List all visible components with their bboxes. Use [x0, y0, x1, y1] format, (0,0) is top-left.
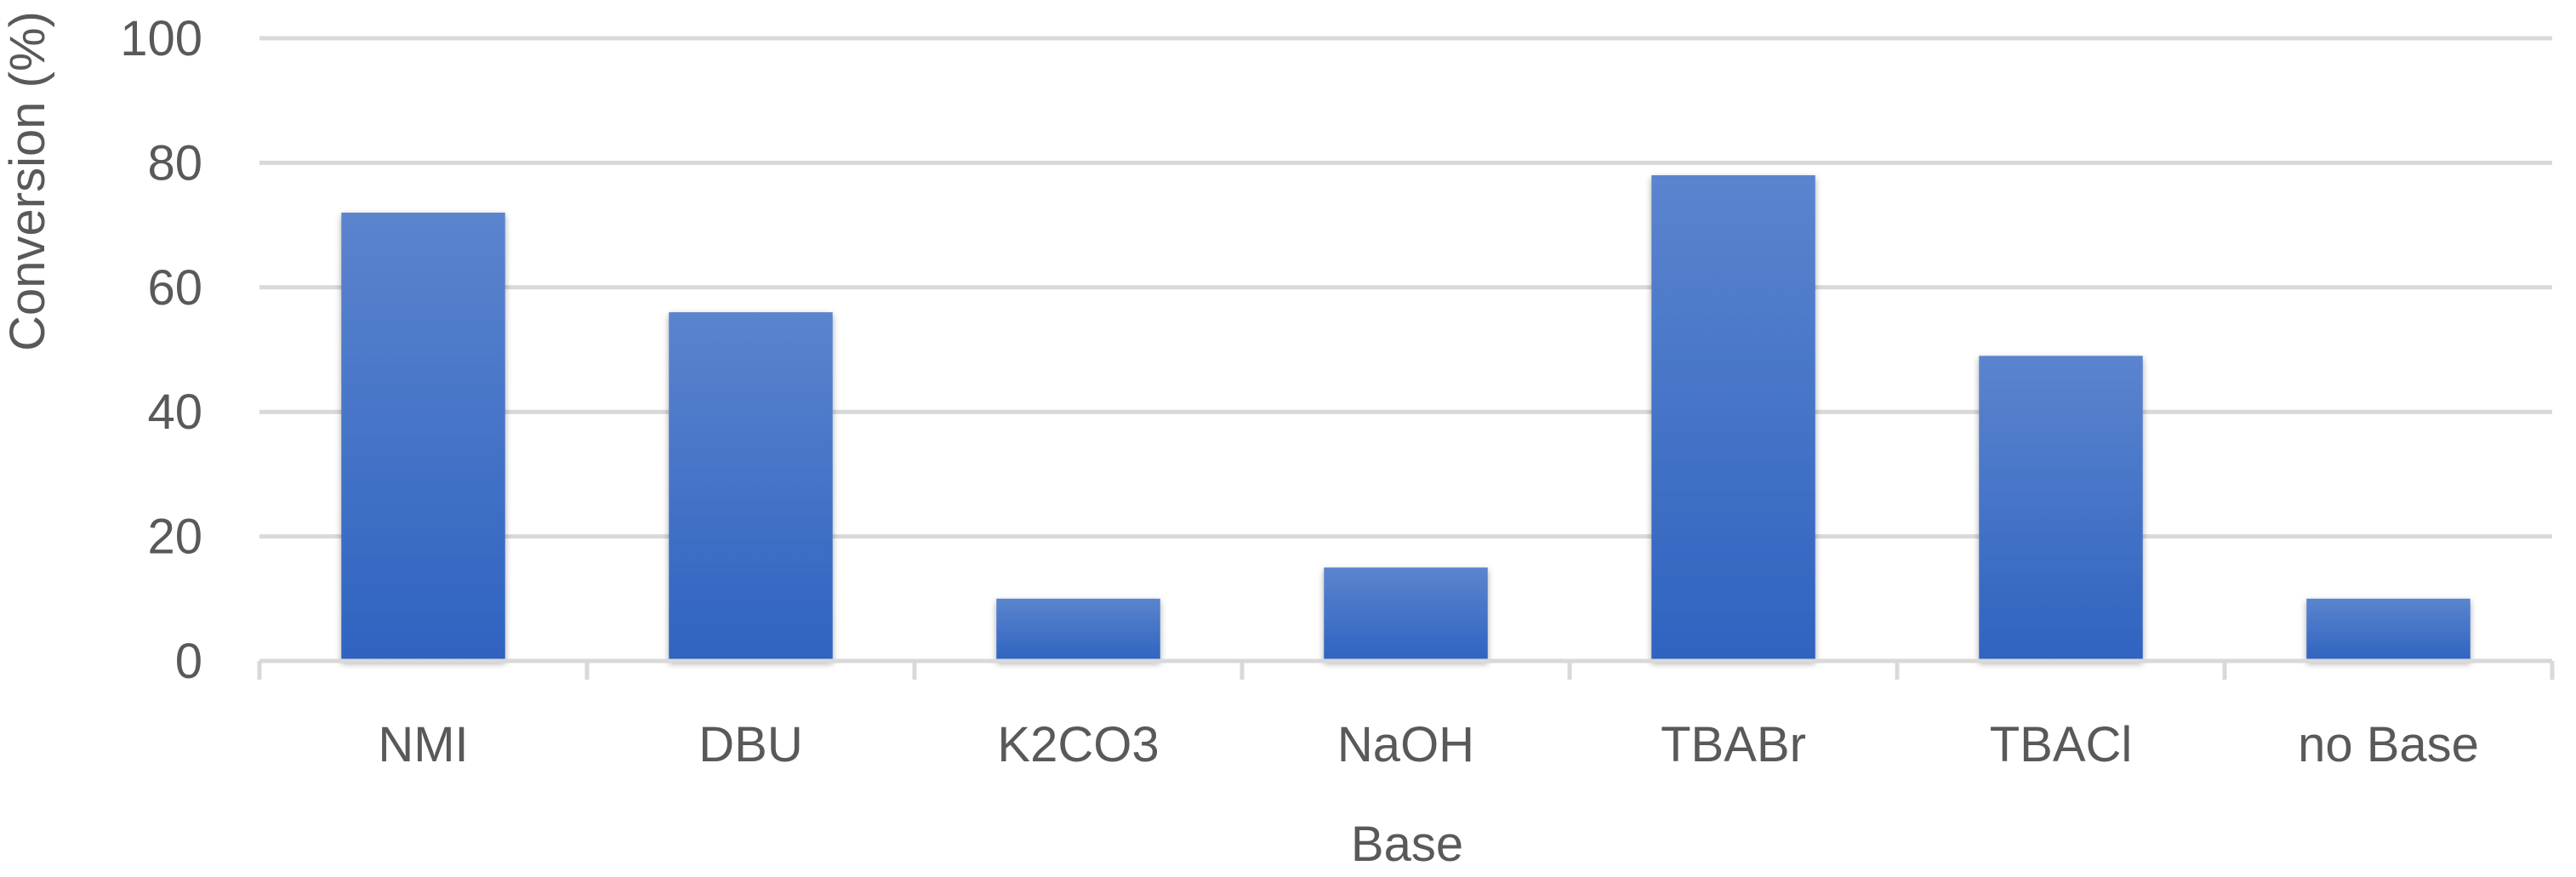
x-axis-ticks: NMI DBU K2CO3 NaOH TBABr TBACl no Base [378, 717, 2479, 772]
y-tick-label: 40 [147, 384, 202, 440]
x-tick-label: no Base [2298, 717, 2479, 772]
x-tick-label: TBABr [1661, 717, 1806, 772]
y-tick-label: 0 [175, 634, 202, 689]
x-tick-label: NMI [378, 717, 468, 772]
x-tick-label: NaOH [1337, 717, 1474, 772]
y-tick-label: 20 [147, 510, 202, 565]
bar-naoh [1324, 567, 1488, 661]
x-tick-label: TBACl [1990, 717, 2133, 772]
y-tick-label: 100 [120, 11, 202, 66]
y-tick-label: 60 [147, 260, 202, 316]
y-axis-title: Conversion (%) [0, 11, 55, 351]
x-tick-label: K2CO3 [997, 717, 1159, 772]
bar-nmi [341, 212, 505, 661]
bar-k2co3 [996, 598, 1160, 661]
bar-tbabr [1651, 175, 1815, 662]
bar-dbu [669, 312, 833, 661]
x-axis [257, 658, 2555, 680]
gridlines [259, 36, 2552, 539]
bar-tbacl [1979, 356, 2143, 661]
x-axis-title: Base [1351, 817, 1463, 872]
x-tick-label: DBU [698, 717, 802, 772]
y-axis-ticks: 0 20 40 60 80 100 [120, 11, 202, 689]
bar-no-base [2306, 598, 2471, 661]
bars [341, 175, 2471, 662]
y-tick-label: 80 [147, 135, 202, 191]
